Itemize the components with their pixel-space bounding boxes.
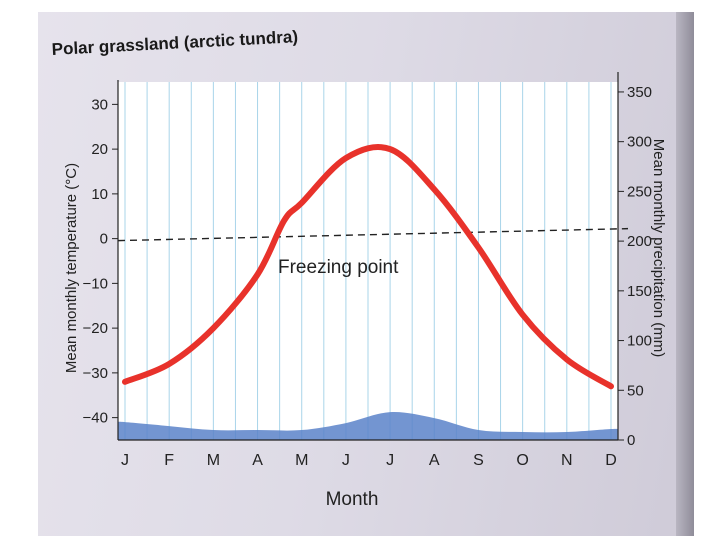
right-tick-label: 350: [627, 84, 652, 101]
right-tick-label: 50: [627, 382, 644, 399]
plot-area: 3020100−10−20−30−40350300250200150100500…: [83, 72, 652, 469]
month-label: F: [164, 452, 174, 469]
freezing-point-line: [117, 227, 629, 242]
month-label: S: [473, 452, 484, 469]
month-label: D: [605, 452, 617, 469]
month-label: A: [252, 452, 263, 469]
right-tick-label: 300: [627, 134, 652, 151]
month-label: N: [561, 452, 573, 469]
right-tick-label: 250: [627, 183, 652, 200]
month-label: M: [207, 452, 220, 469]
right-tick-label: 150: [627, 283, 652, 300]
left-tick-label: −10: [83, 275, 108, 292]
month-label: J: [121, 452, 129, 469]
left-tick-label: 30: [91, 96, 108, 113]
month-label: A: [429, 452, 440, 469]
left-tick-label: 10: [91, 186, 108, 203]
chart-title: Polar grassland (arctic tundra): [51, 27, 298, 59]
left-tick-label: −30: [83, 365, 108, 382]
left-tick-label: 20: [91, 141, 108, 158]
left-tick-label: −20: [83, 320, 108, 337]
month-label: J: [342, 452, 350, 469]
right-tick-label: 100: [627, 333, 652, 350]
month-label: M: [295, 452, 308, 469]
freezing-point-label: Freezing point: [278, 257, 399, 278]
month-label: O: [516, 452, 528, 469]
x-axis-label: Month: [326, 489, 379, 510]
right-tick-label: 200: [627, 233, 652, 250]
page-edge-shadow: [676, 12, 694, 536]
left-tick-label: 0: [100, 231, 108, 248]
precipitation-area: [118, 412, 618, 440]
left-axis-label: Mean monthly temperature (°C): [63, 163, 80, 373]
left-tick-label: −40: [83, 410, 108, 427]
right-axis-label: Mean monthly precipitation (mm): [650, 139, 667, 357]
right-tick-label: 0: [627, 432, 635, 449]
temperature-line: [122, 144, 614, 390]
month-label: J: [386, 452, 394, 469]
